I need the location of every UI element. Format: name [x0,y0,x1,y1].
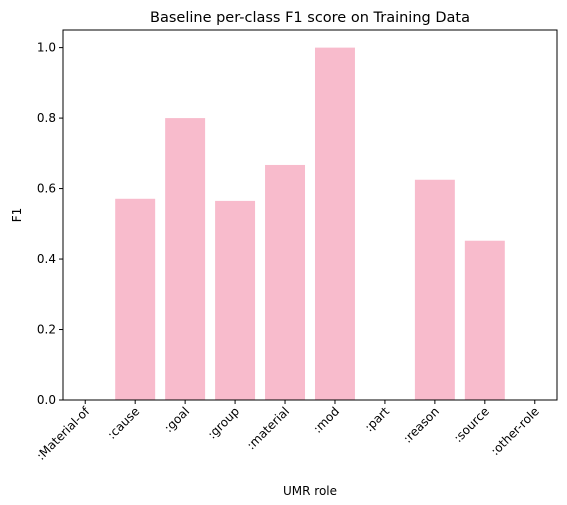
bar-source [464,240,505,400]
x-tick-label: :goal [161,404,192,435]
bar-group [115,47,505,400]
y-tick-label: 0.0 [37,393,56,407]
x-axis-label: UMR role [283,484,337,498]
bar-cause [115,198,156,400]
x-tick-label: :group [205,404,242,441]
x-tick-label: :Material-of [34,404,93,463]
x-tick-label: :material [244,404,292,452]
y-tick-label: 0.6 [37,182,56,196]
chart-title: Baseline per-class F1 score on Training … [150,10,470,26]
x-tick-label: :part [362,404,392,434]
x-tick-label: :reason [401,404,442,445]
x-tick-label: :other-role [488,404,542,458]
y-tick-label: 1.0 [37,41,56,55]
bar-goal [165,118,206,400]
bar-reason [414,179,455,400]
y-tick-label: 0.8 [37,111,56,125]
bar-mod [314,47,355,400]
y-tick-label: 0.2 [37,323,56,337]
plot-frame [62,29,558,401]
bar-material [265,164,306,400]
x-tick-label: :cause [105,404,143,442]
x-tick-label: :source [451,404,492,445]
x-tick-label: :mod [310,404,342,436]
y-axis: 0.0 0.2 0.4 0.6 0.8 1.0 [37,41,63,407]
bar-group [215,200,256,400]
y-tick-label: 0.4 [37,252,56,266]
y-axis-label: F1 [10,208,24,223]
x-axis: :Material-of :cause :goal :group:material :m… [34,400,542,463]
